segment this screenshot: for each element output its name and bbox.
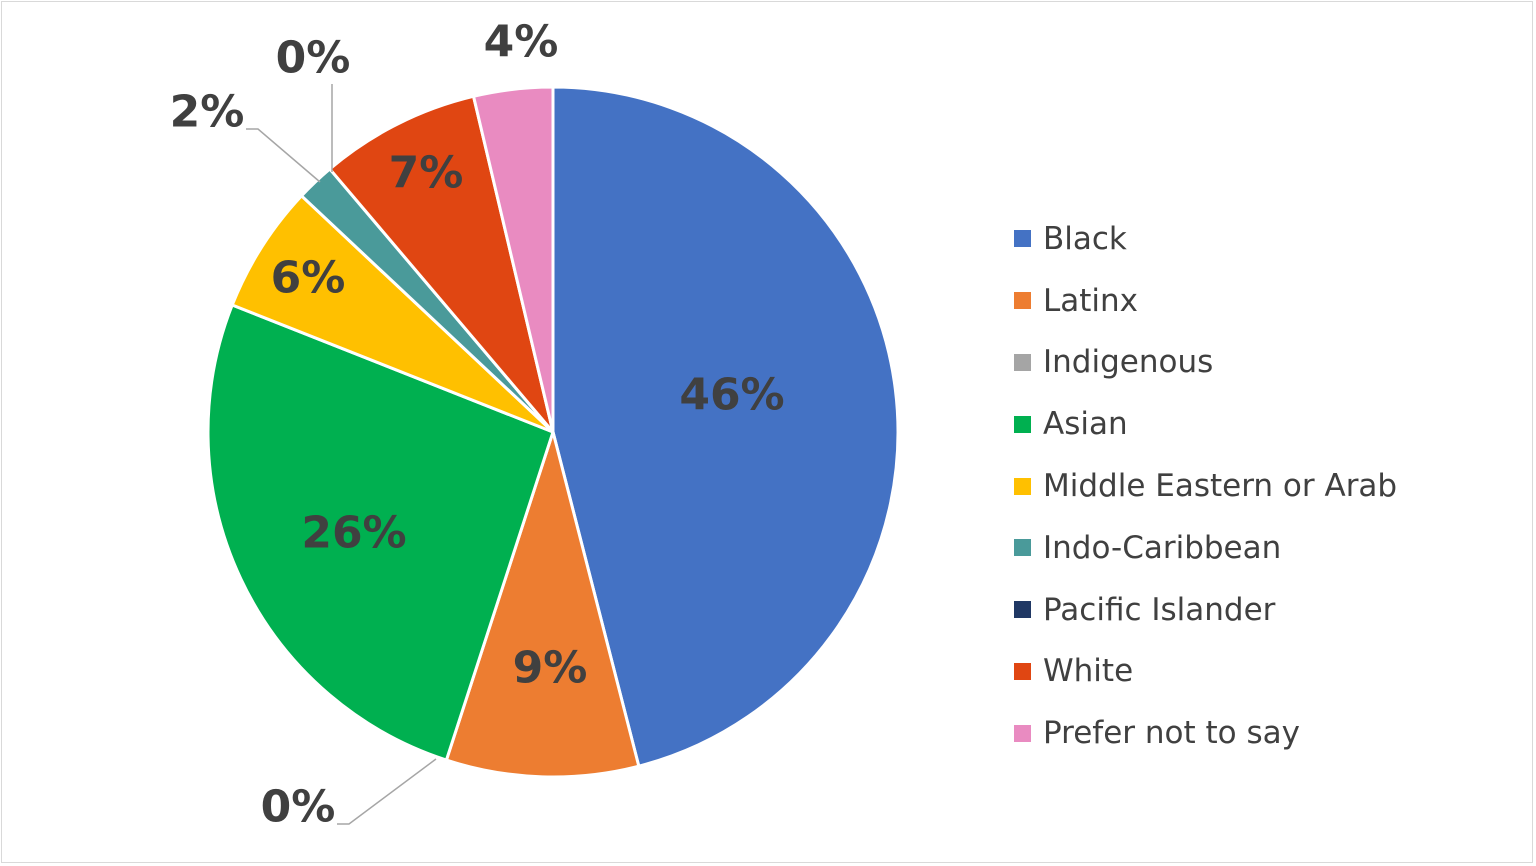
legend-label-white: White [1043, 653, 1134, 690]
pie-slice-white [328, 94, 555, 434]
data-labels: 46% 9% 0% 26% 6% 2% 0% 7% 4% [170, 17, 785, 833]
legend-item-black: Black [1014, 208, 1397, 270]
legend-item-white: White [1014, 641, 1397, 703]
data-label-white: 7% [389, 148, 464, 199]
legend-item-latinx: Latinx [1014, 270, 1397, 332]
data-label-pacific-islander: 0% [276, 33, 351, 84]
pie-slice-latinx [444, 430, 641, 779]
pie-slice-prefer-not-to-say [472, 85, 555, 434]
legend-swatch-prefer-not-to-say [1014, 724, 1031, 742]
legend-label-middle-eastern-or-arab: Middle Eastern or Arab [1043, 468, 1398, 505]
legend-label-prefer-not-to-say: Prefer not to say [1043, 715, 1300, 752]
legend-swatch-indigenous [1014, 353, 1031, 371]
legend: Black Latinx Indigenous Asian Middle Eastern… [1014, 208, 1397, 764]
legend-swatch-white [1014, 662, 1031, 680]
legend-item-asian: Asian [1014, 393, 1397, 455]
pie-slice-asian [206, 303, 555, 762]
legend-swatch-middle-eastern-or-arab [1014, 477, 1031, 495]
legend-item-middle-eastern-or-arab: Middle Eastern or Arab [1014, 455, 1397, 517]
legend-item-prefer-not-to-say: Prefer not to say [1014, 702, 1397, 764]
data-label-indigenous: 0% [261, 782, 336, 833]
legend-label-pacific-islander: Pacific Islander [1043, 591, 1276, 628]
legend-label-black: Black [1043, 220, 1127, 257]
legend-swatch-latinx [1014, 292, 1031, 310]
legend-label-latinx: Latinx [1043, 282, 1139, 319]
leader-line-indo-caribbean [246, 128, 321, 183]
legend-swatch-black [1014, 230, 1031, 248]
legend-swatch-pacific-islander [1014, 601, 1031, 619]
data-label-prefer-not-to-say: 4% [484, 17, 559, 68]
legend-label-indo-caribbean: Indo-Caribbean [1043, 529, 1282, 566]
pie-slices [206, 85, 900, 779]
legend-label-indigenous: Indigenous [1043, 344, 1214, 381]
leader-line-indigenous [337, 758, 437, 825]
pie-slice-middle-eastern-or-arab [230, 194, 555, 434]
data-label-indo-caribbean: 2% [170, 87, 245, 138]
legend-swatch-asian [1014, 415, 1031, 433]
data-label-black: 46% [679, 370, 784, 421]
pie-slice-black [551, 85, 900, 768]
data-label-middle-eastern-or-arab: 6% [271, 253, 346, 304]
data-label-asian: 26% [301, 508, 406, 559]
leader-lines [246, 84, 437, 825]
data-label-latinx: 9% [513, 643, 588, 694]
legend-item-pacific-islander: Pacific Islander [1014, 579, 1397, 641]
legend-swatch-indo-caribbean [1014, 539, 1031, 557]
legend-item-indigenous: Indigenous [1014, 332, 1397, 394]
legend-item-indo-caribbean: Indo-Caribbean [1014, 517, 1397, 579]
legend-label-asian: Asian [1043, 406, 1128, 443]
